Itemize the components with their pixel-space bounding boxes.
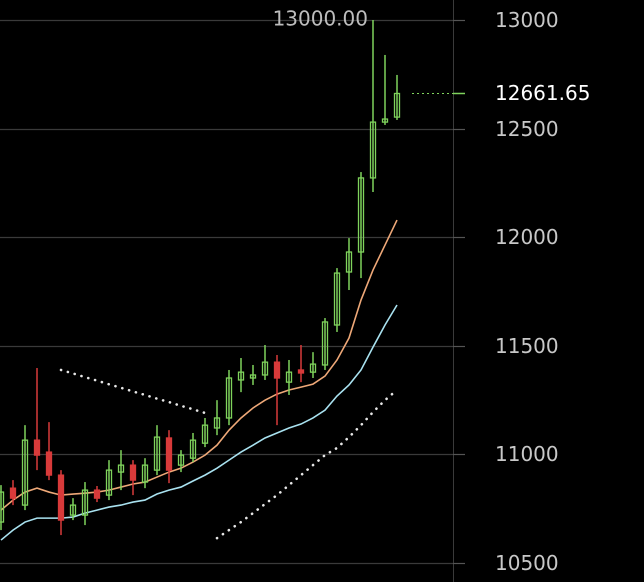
- y-tick-label: 11000: [495, 442, 559, 466]
- candle-body: [273, 361, 281, 379]
- candle-body: [9, 487, 17, 499]
- candle-body: [249, 374, 257, 379]
- candle-body: [369, 121, 377, 179]
- candle-body: [93, 489, 101, 499]
- high-label: 13000.00: [273, 6, 368, 30]
- candle-body: [225, 377, 233, 419]
- candle-body: [381, 118, 389, 123]
- y-tick-label: 12000: [495, 225, 559, 249]
- candle-body: [21, 439, 29, 506]
- candle-body: [261, 361, 269, 376]
- candle-body: [393, 92, 401, 118]
- candle-body: [333, 272, 341, 326]
- candle-body: [189, 439, 197, 459]
- candle-body: [165, 437, 173, 471]
- candle-body: [285, 371, 293, 383]
- candle-body: [321, 321, 329, 366]
- y-tick-label: 12500: [495, 117, 559, 141]
- candle-body: [117, 464, 125, 473]
- y-tick-label: 13000: [495, 8, 559, 32]
- candle-body: [0, 491, 5, 523]
- candle-body: [237, 371, 245, 381]
- candle-body: [33, 439, 41, 456]
- candle-body: [105, 469, 113, 496]
- candle-body: [57, 474, 65, 521]
- candle-body: [177, 454, 185, 466]
- moving-average-line: [0, 219, 398, 511]
- candle-body: [141, 464, 149, 483]
- candle-body: [129, 464, 137, 481]
- y-tick-label: 11500: [495, 334, 559, 358]
- candle-body: [213, 417, 221, 429]
- candle-body: [45, 451, 53, 476]
- candle-body: [201, 424, 209, 444]
- candle-body: [357, 177, 365, 253]
- candle-body: [345, 251, 353, 273]
- candle-body: [309, 363, 317, 373]
- moving-average-line: [0, 304, 398, 541]
- candle-body: [153, 436, 161, 471]
- sar-dots: [215, 388, 399, 540]
- last-price-label: 12661.65: [495, 81, 590, 105]
- candle-body: [81, 489, 89, 516]
- candle-body: [297, 369, 305, 374]
- y-tick-label: 10500: [495, 551, 559, 575]
- candle-body: [69, 504, 77, 516]
